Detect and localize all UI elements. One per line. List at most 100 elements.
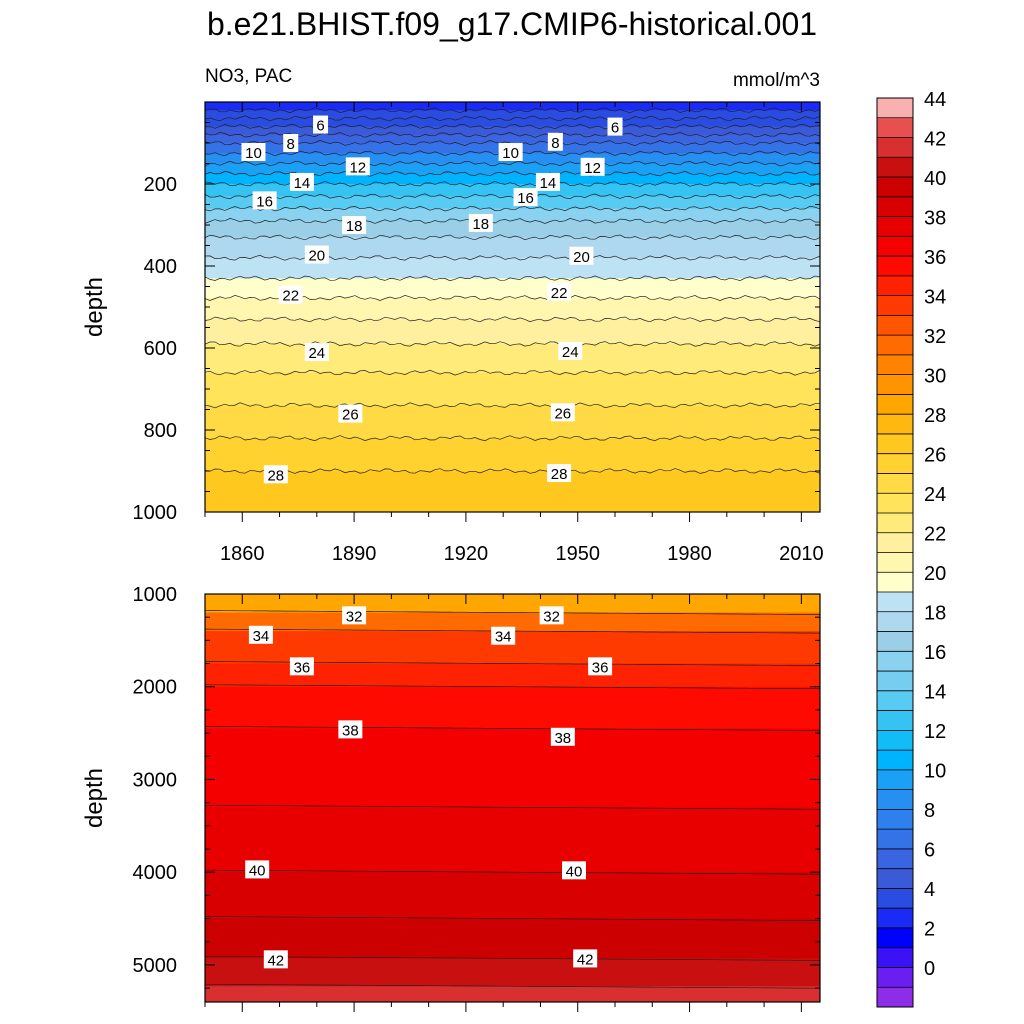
contour-line bbox=[205, 956, 820, 961]
x-tick-label: 1890 bbox=[332, 543, 377, 565]
contour-label: 34 bbox=[491, 626, 516, 646]
contour-label: 12 bbox=[345, 157, 370, 176]
contour-line bbox=[205, 295, 820, 301]
y-axis-title: depth bbox=[81, 768, 108, 828]
colorbar-swatch bbox=[877, 710, 913, 731]
colorbar-tick-label: 40 bbox=[924, 168, 946, 190]
contour-label: 14 bbox=[289, 172, 314, 192]
contour-line bbox=[205, 804, 820, 810]
contour-label: 38 bbox=[338, 720, 363, 739]
colorbar-swatch bbox=[877, 927, 913, 949]
contour-band bbox=[205, 319, 820, 345]
panel-upper: 6 6 8 8 10 10 12 12 14 14 16 16 18 18 20 20 22 22 24 24 26 26… bbox=[81, 101, 824, 565]
colorbar-tick-label: 2 bbox=[924, 919, 935, 941]
contour-label: 18 bbox=[342, 216, 367, 235]
contour-band bbox=[205, 686, 820, 730]
contour-band bbox=[205, 196, 820, 210]
contour-label: 34 bbox=[248, 625, 273, 645]
contour-label-text: 34 bbox=[253, 628, 270, 645]
contour-label-box bbox=[498, 143, 523, 162]
contour-label: 12 bbox=[580, 157, 605, 177]
contour-label-box bbox=[607, 117, 623, 136]
contour-label-text: 34 bbox=[495, 629, 512, 646]
contour-band bbox=[205, 237, 820, 259]
colorbar-swatch bbox=[877, 275, 913, 297]
contour-band bbox=[205, 102, 820, 111]
colorbar-swatch bbox=[877, 730, 913, 751]
colorbar-swatch bbox=[877, 512, 913, 534]
contour-label-text: 36 bbox=[592, 659, 609, 676]
colorbar-swatch bbox=[877, 769, 913, 791]
colorbar-tick-label: 30 bbox=[924, 365, 946, 387]
contour-label-text: 24 bbox=[562, 344, 579, 361]
colorbar-swatch bbox=[877, 888, 913, 909]
contour-line bbox=[205, 610, 820, 615]
contour-label-box bbox=[338, 404, 363, 423]
contour-label-text: 26 bbox=[554, 405, 571, 422]
contour-label: 28 bbox=[547, 464, 572, 483]
contour-label: 8 bbox=[283, 134, 299, 153]
colorbar-swatch bbox=[877, 631, 913, 652]
colorbar-tick-label: 44 bbox=[924, 89, 946, 111]
contour-label-box bbox=[539, 606, 564, 625]
colorbar-swatch bbox=[877, 572, 913, 593]
colorbar-frame bbox=[876, 97, 914, 1008]
contour-label-text: 12 bbox=[584, 160, 601, 177]
y-tick-label: 600 bbox=[144, 338, 177, 360]
contour-label: 42 bbox=[573, 949, 598, 968]
contour-label-text: 28 bbox=[267, 467, 284, 484]
colorbar-swatch bbox=[877, 196, 913, 217]
contour-label: 6 bbox=[607, 117, 623, 137]
contour-line bbox=[205, 193, 820, 200]
contour-band bbox=[205, 471, 820, 512]
colorbar-swatch bbox=[877, 671, 913, 692]
contour-label: 14 bbox=[535, 172, 560, 192]
contour-line bbox=[205, 684, 820, 690]
contour-band bbox=[205, 986, 820, 1002]
colorbar-swatch bbox=[877, 177, 913, 198]
contour-label-box bbox=[289, 172, 314, 191]
contour-label-text: 36 bbox=[294, 659, 311, 676]
contour-label: 38 bbox=[550, 727, 575, 747]
panel-lower: 32 32 34 34 36 36 38 38 40 40 42 42 1000 2000 3000 4000… bbox=[81, 584, 821, 1012]
colorbar-swatch bbox=[877, 690, 913, 711]
contour-label: 40 bbox=[562, 861, 586, 880]
contour-label-text: 42 bbox=[267, 952, 284, 969]
contour-label-text: 14 bbox=[540, 175, 557, 192]
contour-label-text: 20 bbox=[573, 249, 590, 266]
contour-label-box bbox=[304, 343, 329, 362]
colorbar-swatch bbox=[877, 829, 913, 850]
contour-label-box bbox=[278, 285, 303, 304]
contour-label-box bbox=[245, 860, 270, 879]
contour-label: 6 bbox=[313, 115, 329, 135]
x-tick-label: 1920 bbox=[444, 543, 489, 565]
contour-label-box bbox=[283, 134, 299, 152]
contour-band bbox=[205, 126, 820, 136]
contour-line bbox=[205, 107, 820, 114]
colorbar-tick-label: 26 bbox=[924, 444, 946, 466]
contour-label: 20 bbox=[304, 245, 329, 265]
contour-band bbox=[205, 173, 820, 185]
contour-label: 8 bbox=[547, 132, 563, 152]
contour-label-box bbox=[241, 143, 266, 162]
contour-label: 24 bbox=[304, 343, 329, 362]
y-tick-label: 5000 bbox=[133, 955, 178, 977]
variable-region-label: NO3, PAC bbox=[205, 66, 293, 87]
contour-label-text: 8 bbox=[287, 136, 295, 153]
colorbar-swatch bbox=[877, 315, 913, 336]
contour-label: 22 bbox=[547, 282, 572, 302]
colorbar-swatch bbox=[877, 453, 913, 474]
contour-label-text: 32 bbox=[543, 608, 560, 625]
contour-line bbox=[205, 131, 820, 138]
colorbar-tick-label: 42 bbox=[924, 128, 946, 150]
contour-label: 10 bbox=[241, 143, 266, 162]
contour-band bbox=[205, 184, 820, 197]
colorbar-swatch bbox=[877, 611, 913, 632]
contour-label-box bbox=[342, 606, 367, 625]
contour-band bbox=[205, 343, 820, 374]
contour-band bbox=[205, 163, 820, 175]
contour-label-text: 14 bbox=[294, 175, 311, 192]
contour-label-box bbox=[573, 949, 598, 968]
colorbar-tick-label: 8 bbox=[924, 800, 935, 822]
contour-line bbox=[205, 726, 820, 731]
